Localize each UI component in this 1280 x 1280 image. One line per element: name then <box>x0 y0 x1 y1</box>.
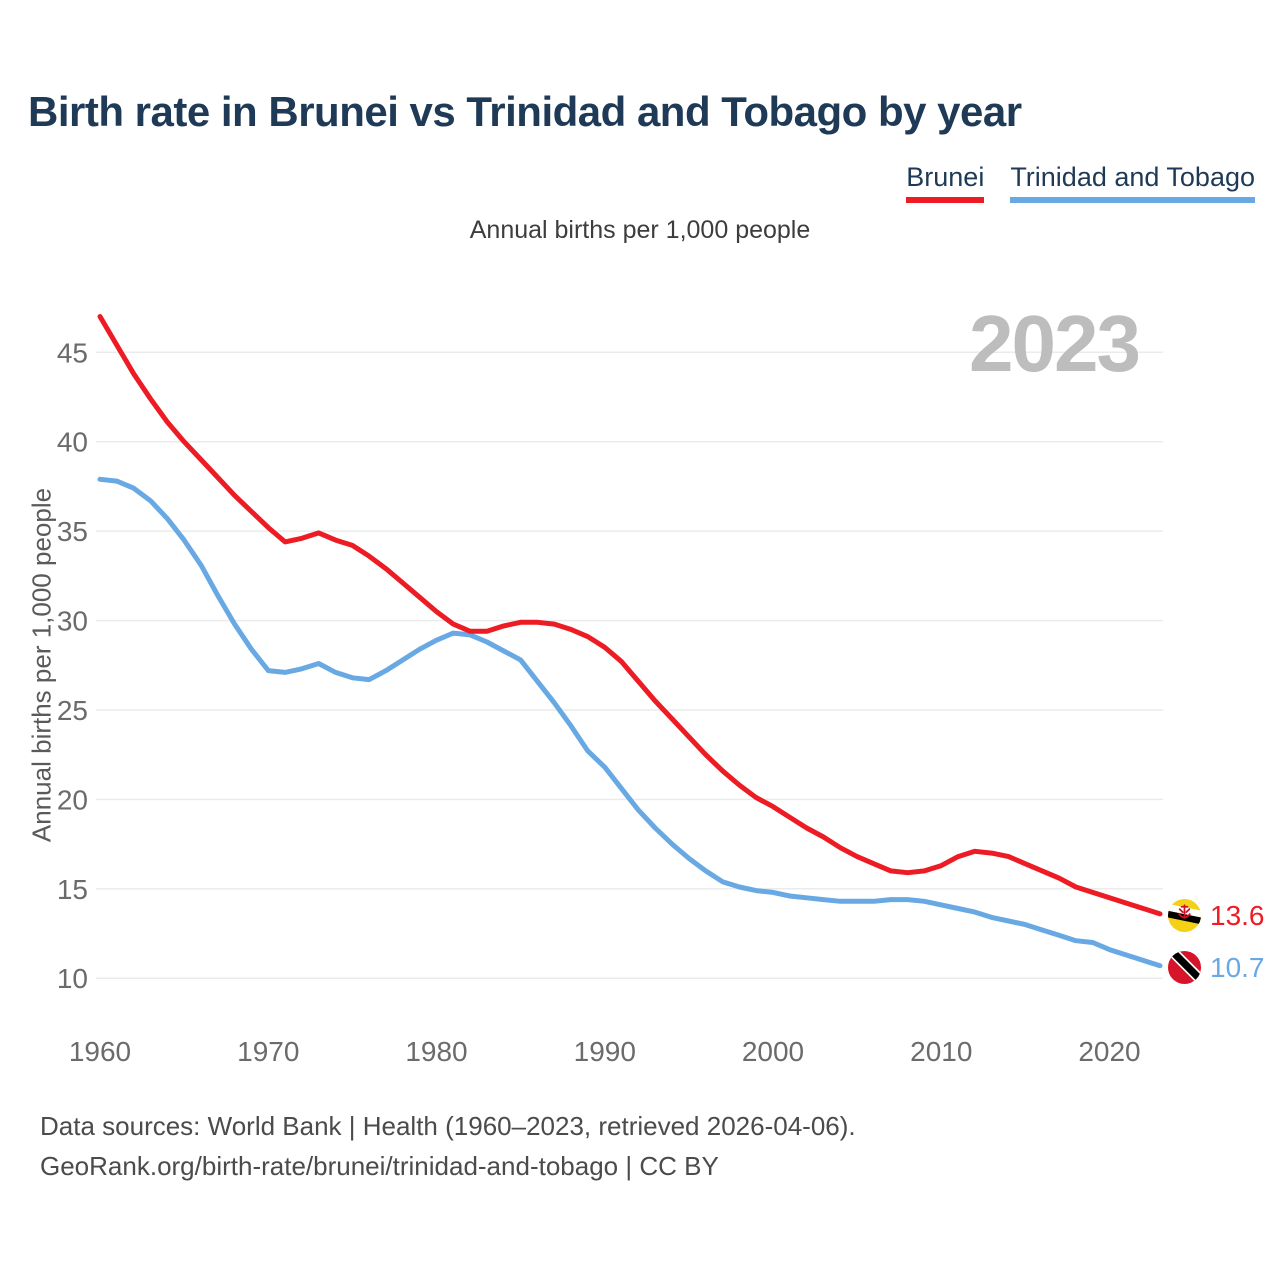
y-tick-label-35: 35 <box>57 516 88 547</box>
y-tick-label-40: 40 <box>57 427 88 458</box>
chart-title: Birth rate in Brunei vs Trinidad and Tob… <box>28 88 1022 135</box>
x-tick-label-1990: 1990 <box>574 1036 636 1067</box>
trinidad-and-tobago-flag-icon <box>1167 950 1202 985</box>
x-tick-label-1970: 1970 <box>237 1036 299 1067</box>
series-lines <box>97 314 1163 969</box>
legend-underline-trinidad-and-tobago <box>1010 197 1255 203</box>
x-tick-label-1960: 1960 <box>69 1036 131 1067</box>
y-tick-label-25: 25 <box>57 695 88 726</box>
footer: Data sources: World Bank | Health (1960–… <box>40 1106 856 1186</box>
gridlines <box>96 351 1163 979</box>
series-line-brunei[interactable] <box>97 314 1163 917</box>
year-watermark: 2023 <box>969 299 1139 388</box>
series-line-trinidad-and-tobago[interactable] <box>97 476 1163 969</box>
legend-item-trinidad-and-tobago[interactable]: Trinidad and Tobago <box>1010 162 1255 203</box>
x-tick-label-2000: 2000 <box>742 1036 804 1067</box>
footer-attribution: GeoRank.org/birth-rate/brunei/trinidad-a… <box>40 1151 719 1181</box>
end-value-label-trinidad-and-tobago: 10.7 <box>1210 951 1265 983</box>
y-tick-label-15: 15 <box>57 874 88 905</box>
legend-label-brunei: Brunei <box>906 162 985 192</box>
x-tick-label-2010: 2010 <box>910 1036 972 1067</box>
y-tick-label-30: 30 <box>57 606 88 637</box>
end-value-brunei: 13.6 <box>1167 898 1265 933</box>
axis-tick-labels: 10 15 20 25 30 35 40 45 1960 1970 1980 1990 2000 2010… <box>57 337 1141 1067</box>
end-value-trinidad-and-tobago: 10.7 <box>1167 950 1265 985</box>
y-tick-label-20: 20 <box>57 784 88 815</box>
y-tick-label-45: 45 <box>57 337 88 368</box>
legend: Brunei Trinidad and Tobago <box>906 162 1255 203</box>
end-value-label-brunei: 13.6 <box>1210 899 1265 931</box>
y-tick-label-10: 10 <box>57 963 88 994</box>
legend-label-trinidad-and-tobago: Trinidad and Tobago <box>1010 162 1255 192</box>
chart-subtitle: Annual births per 1,000 people <box>469 216 811 244</box>
x-tick-label-1980: 1980 <box>405 1036 467 1067</box>
legend-item-brunei[interactable]: Brunei <box>906 162 985 203</box>
x-tick-label-2020: 2020 <box>1078 1036 1140 1067</box>
footer-data-sources: Data sources: World Bank | Health (1960–… <box>40 1111 856 1141</box>
legend-underline-brunei <box>906 197 985 203</box>
brunei-flag-icon <box>1167 898 1202 933</box>
